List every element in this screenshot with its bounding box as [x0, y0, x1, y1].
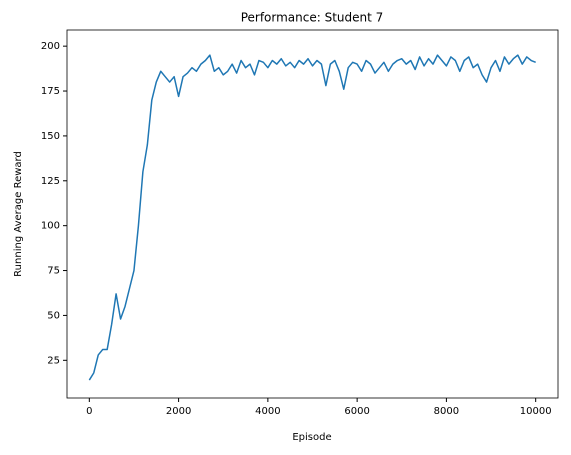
- y-tick-label: 25: [47, 355, 60, 366]
- x-tick-label: 10000: [520, 406, 552, 417]
- y-axis-label: Running Average Reward: [13, 151, 24, 277]
- y-tick-label: 200: [41, 41, 60, 52]
- line: [88, 54, 536, 381]
- x-tick-label: 8000: [434, 406, 459, 417]
- y-tick-label: 50: [47, 310, 60, 321]
- y-tick-label: 75: [47, 266, 60, 277]
- axes-frame: [66, 29, 559, 399]
- x-tick-label: 6000: [344, 406, 369, 417]
- x-tick-label: 2000: [166, 406, 191, 417]
- x-tick-label: 0: [86, 406, 92, 417]
- y-tick-label: 175: [41, 86, 60, 97]
- y-tick-label: 100: [41, 221, 60, 232]
- chart-title: Performance: Student 7: [241, 11, 384, 25]
- y-tick-label: 125: [41, 176, 60, 187]
- x-tick-label: 4000: [255, 406, 280, 417]
- x-axis-label: Episode: [292, 432, 331, 443]
- y-tick-label: 150: [41, 131, 60, 142]
